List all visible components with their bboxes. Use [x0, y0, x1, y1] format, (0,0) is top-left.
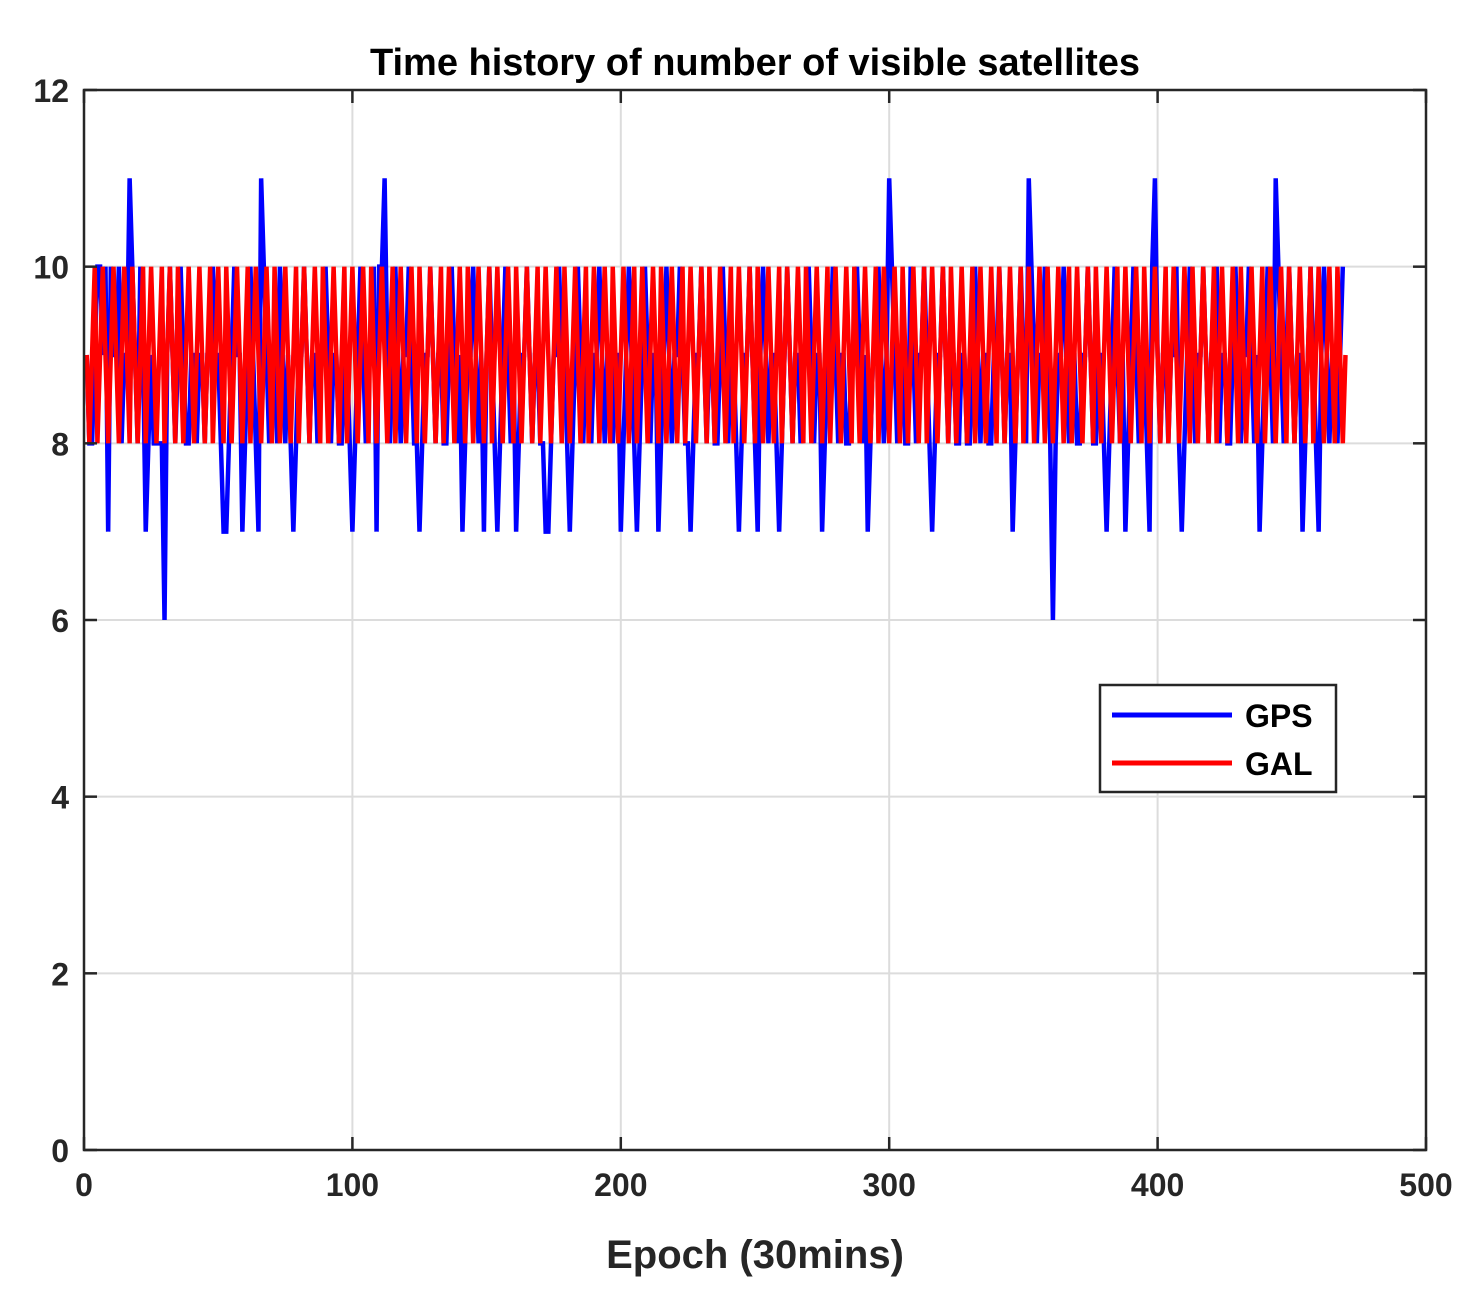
series-line-gal	[84, 266, 1348, 444]
x-tick-label: 500	[1399, 1167, 1452, 1203]
x-tick-label: 400	[1131, 1167, 1184, 1203]
series-group	[84, 178, 1348, 621]
y-tick-label: 4	[51, 780, 69, 816]
y-tick-label: 0	[51, 1133, 69, 1169]
x-tick-label: 0	[75, 1167, 93, 1203]
ticks: 0 100 200 300 400 500 0 2 4 6 8 10 12	[33, 73, 1452, 1203]
legend-label-gps: GPS	[1245, 698, 1313, 734]
y-tick-label: 8	[51, 426, 69, 462]
legend-label-gal: GAL	[1245, 746, 1313, 782]
x-tick-label: 300	[863, 1167, 916, 1203]
legend: GPS GAL	[1098, 683, 1338, 794]
x-tick-label: 100	[326, 1167, 379, 1203]
x-axis-label: Epoch (30mins)	[606, 1233, 904, 1277]
y-tick-label: 6	[51, 603, 69, 639]
chart-title: Time history of number of visible satell…	[370, 42, 1140, 84]
grid	[84, 90, 1426, 1150]
legend-box	[1098, 683, 1338, 794]
x-tick-label: 200	[594, 1167, 647, 1203]
y-tick-label: 2	[51, 956, 69, 992]
y-tick-label: 12	[33, 73, 69, 109]
y-tick-label: 10	[33, 250, 69, 286]
